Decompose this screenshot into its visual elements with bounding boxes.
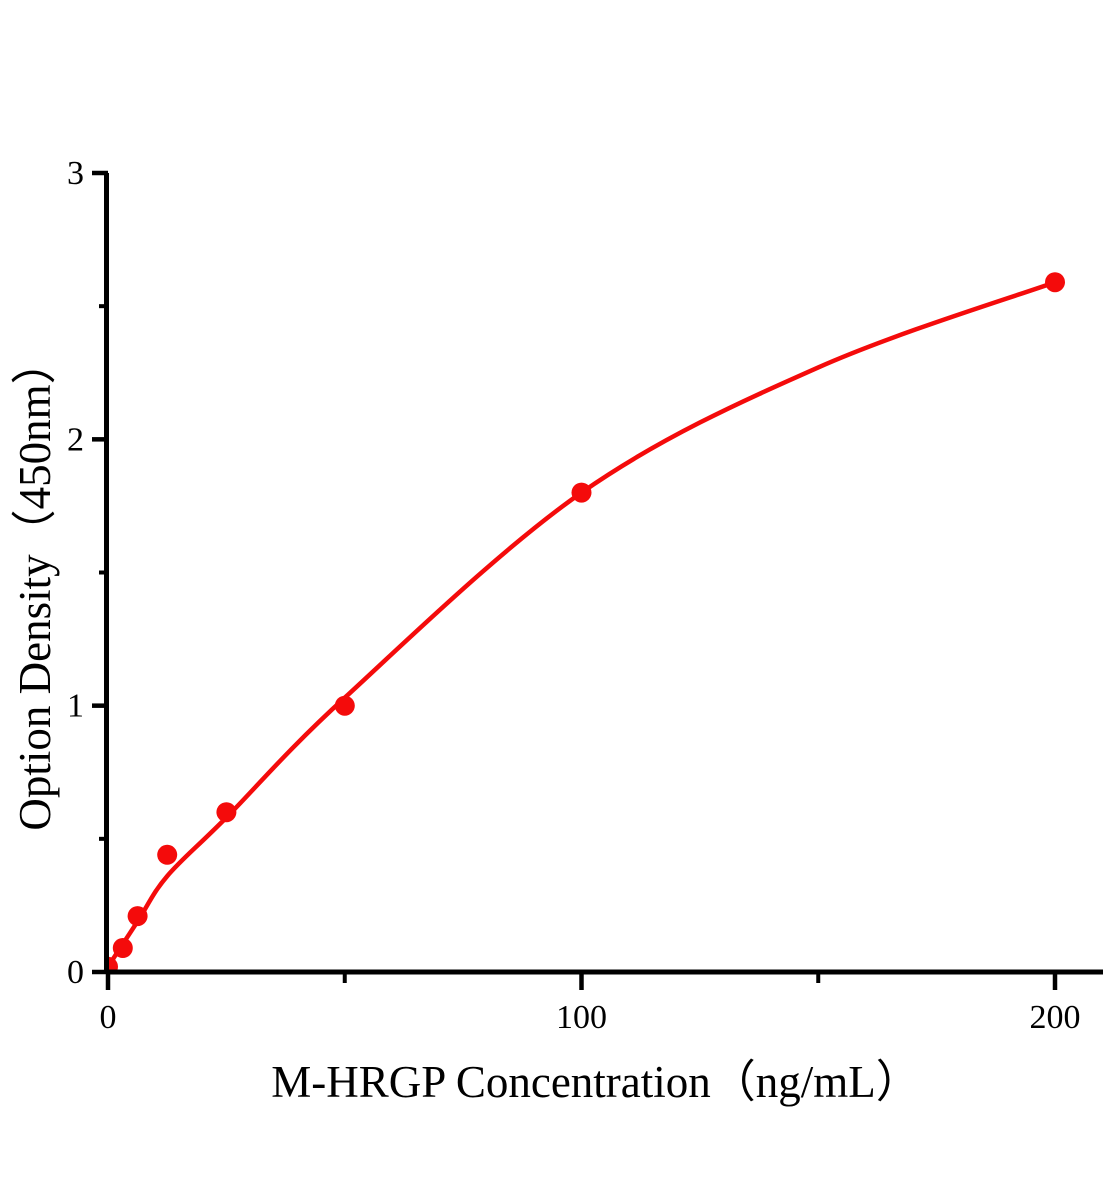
- data-layer: [108, 272, 1065, 972]
- data-point: [216, 802, 237, 823]
- y-tick-label: 3: [67, 155, 84, 192]
- x-axis-tick-labels: 0 100 200: [100, 999, 1081, 1036]
- data-point: [112, 938, 133, 958]
- x-tick-label: 0: [100, 999, 117, 1036]
- x-tick-label: 200: [1030, 999, 1081, 1036]
- y-tick-label: 2: [67, 421, 84, 458]
- y-axis-ticks: [92, 170, 108, 975]
- data-points: [108, 272, 1065, 972]
- data-point: [108, 956, 118, 972]
- data-point: [334, 695, 355, 716]
- data-point: [571, 482, 592, 503]
- y-axis-title: Option Density（450nm）: [10, 339, 60, 830]
- fit-curve-line: [108, 279, 1058, 969]
- x-axis-ticks: [105, 972, 1058, 990]
- y-tick-label: 1: [67, 688, 84, 725]
- x-axis-title: M-HRGP Concentration（ng/mL）: [271, 1057, 921, 1107]
- data-point: [127, 906, 148, 927]
- data-point: [1045, 272, 1065, 293]
- axes-layer: 0 100 200 0 1 2 3: [67, 155, 1103, 1036]
- y-tick-label: 0: [67, 954, 84, 991]
- data-point: [157, 844, 178, 865]
- x-tick-label: 100: [556, 999, 607, 1036]
- y-axis-tick-labels: 0 1 2 3: [67, 155, 84, 991]
